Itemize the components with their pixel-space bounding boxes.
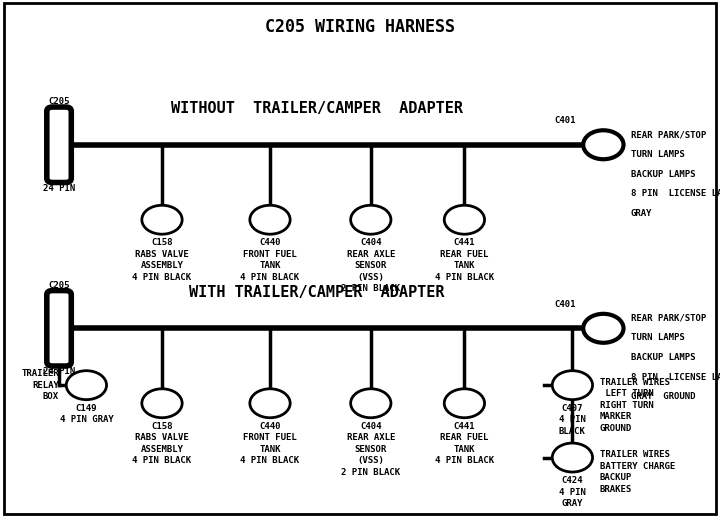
Text: TURN LAMPS: TURN LAMPS [631,150,685,159]
Circle shape [142,389,182,418]
Circle shape [444,389,485,418]
Text: WITHOUT  TRAILER/CAMPER  ADAPTER: WITHOUT TRAILER/CAMPER ADAPTER [171,101,463,116]
Text: C441
REAR FUEL
TANK
4 PIN BLACK: C441 REAR FUEL TANK 4 PIN BLACK [435,238,494,282]
Text: C440
FRONT FUEL
TANK
4 PIN BLACK: C440 FRONT FUEL TANK 4 PIN BLACK [240,422,300,465]
Text: C407
4 PIN
BLACK: C407 4 PIN BLACK [559,404,586,436]
Text: C404
REAR AXLE
SENSOR
(VSS)
2 PIN BLACK: C404 REAR AXLE SENSOR (VSS) 2 PIN BLACK [341,238,400,293]
Text: C205 WIRING HARNESS: C205 WIRING HARNESS [265,18,455,36]
Text: 8 PIN  LICENSE LAMPS: 8 PIN LICENSE LAMPS [631,189,720,198]
Circle shape [583,314,624,343]
Circle shape [250,205,290,234]
FancyBboxPatch shape [47,107,71,183]
Text: GRAY: GRAY [631,209,652,218]
Text: GRAY  GROUND: GRAY GROUND [631,392,696,401]
Text: C205: C205 [48,281,70,290]
Text: 8 PIN  LICENSE LAMPS: 8 PIN LICENSE LAMPS [631,373,720,382]
Text: REAR PARK/STOP: REAR PARK/STOP [631,130,706,139]
Text: 24 PIN: 24 PIN [43,184,75,192]
Circle shape [250,389,290,418]
Text: C401: C401 [554,300,576,309]
Circle shape [552,443,593,472]
Text: C401: C401 [554,116,576,125]
Text: REAR PARK/STOP: REAR PARK/STOP [631,314,706,323]
Text: TRAILER WIRES
BATTERY CHARGE
BACKUP
BRAKES: TRAILER WIRES BATTERY CHARGE BACKUP BRAK… [600,450,675,494]
Text: C205: C205 [48,97,70,106]
Text: C158
RABS VALVE
ASSEMBLY
4 PIN BLACK: C158 RABS VALVE ASSEMBLY 4 PIN BLACK [132,238,192,282]
Text: C440
FRONT FUEL
TANK
4 PIN BLACK: C440 FRONT FUEL TANK 4 PIN BLACK [240,238,300,282]
FancyBboxPatch shape [47,291,71,366]
Text: 24 PIN: 24 PIN [43,367,75,376]
Text: BACKUP LAMPS: BACKUP LAMPS [631,170,696,178]
Circle shape [552,371,593,400]
Circle shape [351,389,391,418]
Circle shape [444,205,485,234]
Circle shape [66,371,107,400]
Text: BACKUP LAMPS: BACKUP LAMPS [631,353,696,362]
Circle shape [351,205,391,234]
Text: C441
REAR FUEL
TANK
4 PIN BLACK: C441 REAR FUEL TANK 4 PIN BLACK [435,422,494,465]
Circle shape [142,205,182,234]
Text: TRAILER WIRES
 LEFT TURN
RIGHT TURN
MARKER
GROUND: TRAILER WIRES LEFT TURN RIGHT TURN MARKE… [600,378,670,433]
Text: C158
RABS VALVE
ASSEMBLY
4 PIN BLACK: C158 RABS VALVE ASSEMBLY 4 PIN BLACK [132,422,192,465]
Text: C149
4 PIN GRAY: C149 4 PIN GRAY [60,404,113,424]
Text: TRAILER
RELAY
BOX: TRAILER RELAY BOX [22,369,59,401]
Text: C404
REAR AXLE
SENSOR
(VSS)
2 PIN BLACK: C404 REAR AXLE SENSOR (VSS) 2 PIN BLACK [341,422,400,477]
Text: WITH TRAILER/CAMPER  ADAPTER: WITH TRAILER/CAMPER ADAPTER [189,284,444,300]
Text: TURN LAMPS: TURN LAMPS [631,333,685,342]
Circle shape [583,130,624,159]
Text: C424
4 PIN
GRAY: C424 4 PIN GRAY [559,476,586,508]
